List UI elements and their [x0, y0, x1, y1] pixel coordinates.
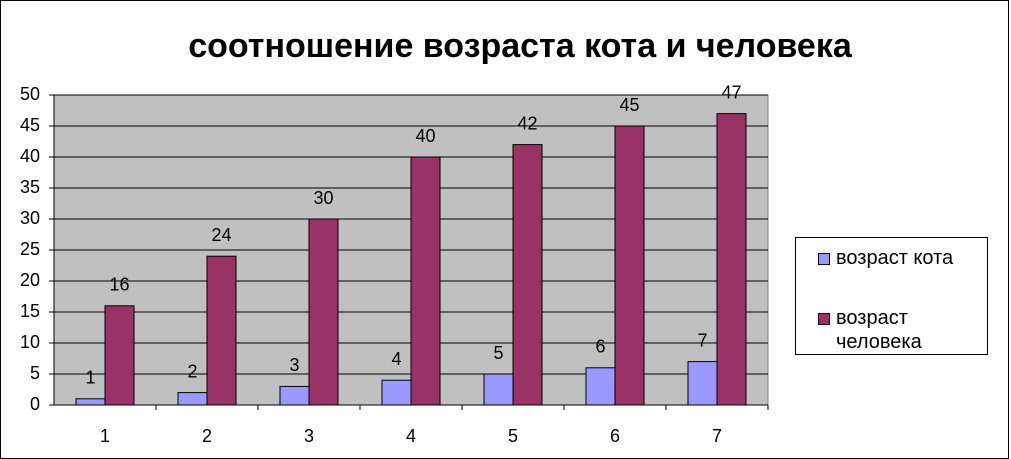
x-tick-label: 4	[406, 426, 416, 446]
bar	[687, 361, 718, 406]
bar	[614, 125, 645, 406]
bar	[512, 144, 543, 406]
data-label: 4	[391, 349, 401, 369]
bar	[75, 398, 106, 406]
y-tick-label: 20	[20, 270, 40, 290]
bar	[483, 373, 514, 406]
legend-swatch	[818, 253, 830, 265]
x-tick-label: 1	[100, 426, 110, 446]
bar	[177, 392, 208, 406]
data-label: 3	[289, 355, 299, 375]
y-tick-label: 45	[20, 115, 40, 135]
y-tick-label: 30	[20, 208, 40, 228]
data-label: 16	[109, 275, 129, 295]
bar	[381, 379, 412, 406]
y-tick-label: 0	[30, 394, 40, 414]
y-tick-label: 50	[20, 84, 40, 104]
x-tick-label: 5	[508, 426, 518, 446]
x-tick-label: 7	[712, 426, 722, 446]
data-label: 6	[595, 337, 605, 357]
data-label: 45	[619, 95, 639, 115]
legend-item: возраст человека	[818, 306, 981, 354]
data-label: 7	[697, 330, 707, 350]
bar	[279, 385, 310, 406]
legend-item: возраст кота	[818, 246, 981, 270]
data-label: 1	[85, 368, 95, 388]
y-tick-label: 10	[20, 332, 40, 352]
data-label: 24	[211, 225, 231, 245]
legend-swatch	[818, 313, 830, 325]
bar	[308, 218, 339, 406]
bar	[716, 113, 747, 406]
data-label: 30	[313, 188, 333, 208]
data-label: 42	[517, 113, 537, 133]
y-tick-label: 40	[20, 146, 40, 166]
legend-label: возраст кота	[836, 247, 954, 269]
data-label: 47	[721, 82, 741, 102]
y-tick-label: 15	[20, 301, 40, 321]
x-tick-label: 3	[304, 426, 314, 446]
bar	[585, 367, 616, 406]
y-tick-label: 5	[30, 363, 40, 383]
y-tick-label: 35	[20, 177, 40, 197]
x-tick-label: 2	[202, 426, 212, 446]
x-tick-label: 6	[610, 426, 620, 446]
legend: возраст кота возраст человека	[795, 237, 988, 355]
data-label: 5	[493, 343, 503, 363]
bar	[104, 305, 135, 406]
legend-label: возраст человека	[836, 307, 922, 353]
y-tick-label: 25	[20, 239, 40, 259]
chart-title: соотношение возраста кота и человека	[188, 27, 853, 65]
data-label: 2	[187, 361, 197, 381]
bar	[206, 255, 237, 406]
bar	[410, 156, 441, 406]
data-label: 40	[415, 126, 435, 146]
